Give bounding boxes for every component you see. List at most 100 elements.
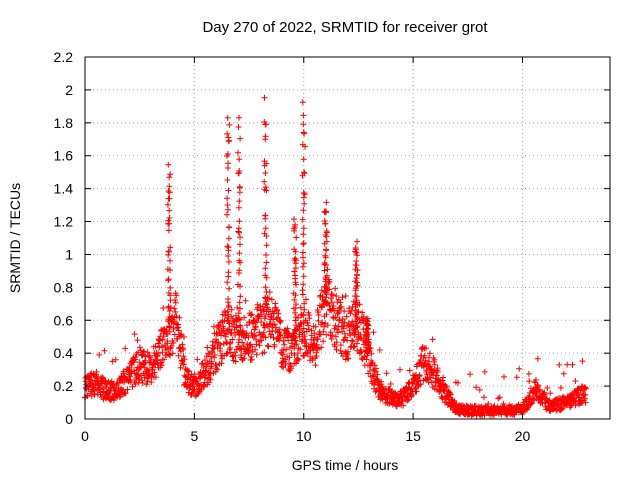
data-point [167,257,173,264]
data-point [211,352,218,358]
data-point [329,299,335,306]
data-point [235,204,242,211]
data-point [152,343,159,350]
y-tick-label: 2.2 [54,49,74,65]
x-tick-label: 5 [190,428,198,444]
data-point [248,353,255,360]
data-point [165,290,172,296]
data-point [473,384,480,391]
data-point [301,300,308,307]
data-point [294,355,301,362]
data-point [152,374,159,381]
data-point [524,404,531,411]
data-point [406,367,413,374]
data-point [274,314,281,321]
data-point [165,318,172,325]
data-point [405,396,412,403]
data-point [166,174,173,181]
data-point [348,307,355,314]
data-point [241,355,248,362]
data-point [572,378,579,384]
data-point [236,218,243,225]
data-point [299,249,306,256]
data-point [481,394,487,401]
data-point [132,354,139,361]
data-point [165,303,172,310]
data-point [256,342,263,349]
data-point [258,337,265,344]
data-point [223,350,230,357]
data-point [353,249,360,256]
data-point [180,346,187,353]
data-point [252,323,259,330]
data-point [291,352,298,358]
data-point [167,284,174,291]
data-point [224,243,231,250]
data-point [299,172,306,179]
data-point [293,314,299,321]
data-point [443,383,450,390]
data-point [300,319,307,326]
data-point [292,309,299,316]
data-point [433,372,440,379]
data-points [82,94,589,419]
data-point [166,183,173,190]
data-point [245,334,252,341]
data-point [582,384,589,391]
data-point [312,362,319,369]
data-point [236,250,243,257]
data-point [226,320,233,327]
data-point [263,288,270,295]
data-point [293,327,299,334]
data-point [207,376,214,383]
data-point [262,225,269,232]
data-point [300,240,307,247]
data-point [361,353,368,360]
y-tick-label: 1.4 [54,181,74,197]
data-point [203,361,210,368]
data-point [261,315,268,322]
data-point [202,357,208,364]
y-tick-label: 1.6 [54,148,74,164]
data-point [288,365,295,372]
data-point [242,297,249,304]
data-point [248,330,255,337]
data-point [225,326,232,333]
data-point [558,406,565,413]
data-point [338,304,345,310]
data-point [131,331,138,338]
data-point [408,392,415,399]
data-point [176,314,183,321]
data-point [236,114,242,121]
data-point [290,290,297,297]
data-point [358,348,365,355]
data-point [564,361,571,368]
data-point [211,354,218,361]
data-point [292,255,299,262]
data-point [301,333,308,340]
data-point [199,360,206,367]
data-point [339,316,346,322]
data-point [293,360,299,367]
data-point [323,229,330,236]
data-point [226,137,233,144]
data-point [337,347,344,354]
data-point [354,272,361,279]
data-point [422,357,429,364]
data-point [112,356,119,363]
data-point [481,368,488,375]
data-point [315,312,322,318]
data-point [291,224,298,230]
data-point [234,304,241,311]
data-point [148,379,155,386]
data-point [172,299,179,306]
data-point [319,319,326,326]
data-point [357,331,364,338]
data-point [120,387,127,394]
data-point [169,350,176,357]
data-point [323,199,330,206]
data-point [232,352,239,359]
data-point [228,306,235,313]
data-point [225,296,231,302]
data-point [225,269,232,276]
